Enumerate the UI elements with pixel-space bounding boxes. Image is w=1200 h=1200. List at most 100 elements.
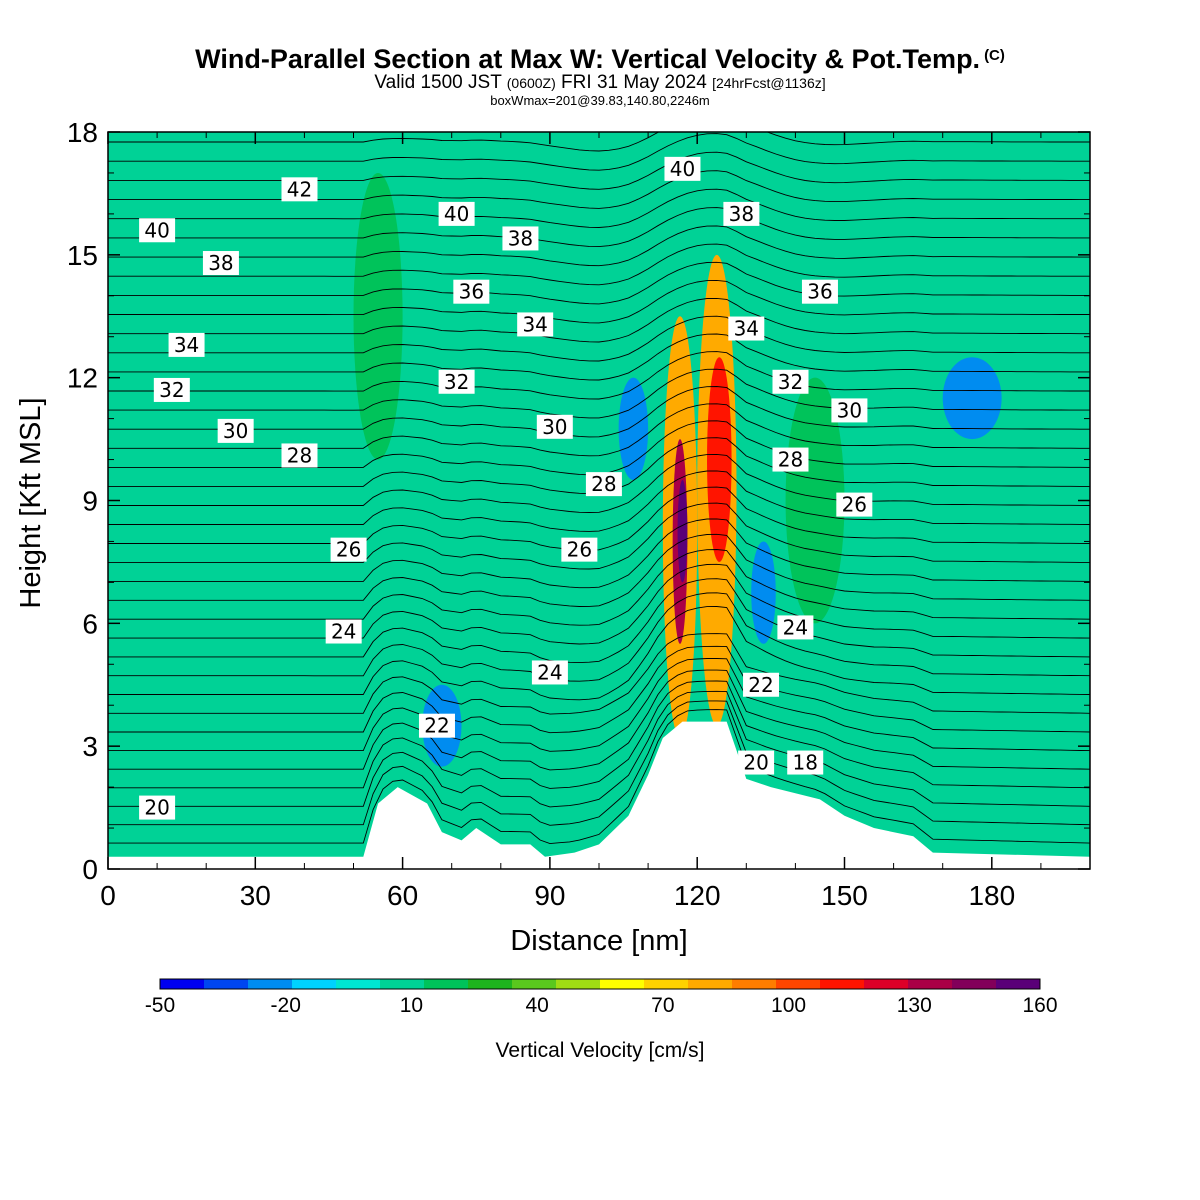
theta-contour-6 (108, 645, 1090, 734)
svg-text:20: 20 (144, 796, 169, 820)
colorbar-swatch-18 (952, 979, 997, 989)
x-axis-title: Distance [nm] (510, 925, 687, 957)
theta-contour-28 (108, 279, 1090, 324)
theta-contour-21 (108, 403, 1090, 457)
colorbar: -50 -20 10 40 70 100 130 160 (145, 978, 1058, 1017)
theta-label-13: 32 (438, 369, 475, 394)
colorbar-label-4: 70 (651, 994, 674, 1017)
theta-label-25: 24 (531, 660, 568, 685)
x-tick-label-6: 180 (968, 880, 1015, 911)
theta-contour-11 (108, 563, 1090, 645)
theta-contour-4 (108, 669, 1090, 771)
theta-label-23: 26 (836, 492, 873, 517)
theta-contour-34 (108, 170, 1090, 209)
theta-label-14: 32 (772, 369, 809, 394)
w-cell-6 (751, 541, 776, 644)
theta-label-17: 30 (831, 398, 868, 423)
theta-contour-16 (108, 486, 1090, 551)
svg-text:34: 34 (174, 333, 199, 357)
theta-label-1: 40 (139, 218, 176, 243)
svg-text:28: 28 (591, 472, 616, 496)
theta-contour-10 (108, 578, 1090, 664)
theta-label-6: 38 (723, 201, 760, 226)
theta-label-18: 28 (281, 443, 318, 468)
svg-text:30: 30 (223, 419, 248, 443)
theta-contour-31 (108, 225, 1090, 267)
theta-contour-18 (108, 453, 1090, 513)
colorbar-label-2: 10 (400, 994, 423, 1017)
colorbar-title: Vertical Velocity [cm/s] (496, 1039, 705, 1062)
y-tick-label-0: 0 (82, 854, 98, 885)
svg-text:22: 22 (748, 673, 773, 697)
theta-label-30: 20 (738, 750, 775, 775)
w-cell-4 (707, 357, 732, 562)
colorbar-swatch-19 (996, 979, 1041, 989)
colorbar-swatch-9 (556, 979, 601, 989)
theta-contour-12 (108, 549, 1090, 626)
theta-contour-22 (108, 386, 1090, 438)
terrain-profile (108, 721, 1090, 869)
theta-contour-17 (108, 470, 1090, 532)
x-tick-label-2: 60 (387, 880, 418, 911)
colorbar-label-0: -50 (145, 994, 175, 1017)
svg-text:36: 36 (459, 280, 484, 304)
y-tick-label-5: 15 (67, 240, 98, 271)
theta-contour-14 (108, 518, 1090, 589)
w-cell-2 (677, 480, 688, 583)
subtitle-zulu: (0600Z) (506, 75, 556, 91)
y-tick-label-6: 18 (67, 117, 98, 148)
subtitle-fcst: [24hrFcst@1136z] (712, 75, 826, 91)
svg-text:32: 32 (159, 378, 184, 402)
x-tick-label-4: 120 (674, 880, 721, 911)
svg-text:26: 26 (567, 538, 592, 562)
theta-contour-30 (108, 243, 1090, 286)
colorbar-swatch-11 (644, 979, 689, 989)
w-cell-5 (618, 377, 649, 481)
theta-labels: 42 40 40 40 38 38 38 36 36 34 34 34 32 32 32 30 30 30 28 28… (139, 156, 873, 820)
colorbar-swatch-7 (468, 979, 513, 989)
theta-contour-15 (108, 502, 1090, 570)
svg-text:32: 32 (778, 370, 803, 394)
theta-contour-26 (108, 315, 1090, 362)
svg-text:32: 32 (444, 370, 469, 394)
colorbar-swatch-13 (732, 979, 777, 989)
theta-label-16: 30 (536, 414, 573, 439)
colorbar-swatch-2 (248, 979, 293, 989)
theta-label-8: 36 (801, 279, 838, 304)
theta-contour-7 (108, 633, 1090, 715)
x-tick-label-0: 0 (100, 880, 116, 911)
title-mark: (C) (984, 47, 1005, 64)
colorbar-label-1: -20 (271, 994, 301, 1017)
chart-subtitle-box: boxWmax=201@39.83,140.80,2246m (490, 93, 710, 108)
theta-label-31: 18 (787, 750, 824, 775)
theta-label-27: 22 (418, 713, 455, 738)
x-tick-label-5: 150 (821, 880, 868, 911)
theta-label-20: 28 (772, 447, 809, 472)
theta-label-26: 24 (777, 615, 814, 640)
colorbar-swatch-12 (688, 979, 733, 989)
theta-label-19: 28 (585, 472, 622, 497)
colorbar-swatch-5 (380, 979, 425, 989)
svg-text:24: 24 (537, 660, 562, 684)
theta-contour-13 (108, 533, 1090, 607)
svg-text:38: 38 (508, 226, 533, 250)
theta-contour-25 (108, 333, 1090, 381)
theta-contour-2 (108, 690, 1090, 808)
vertical-velocity-field (108, 132, 1090, 869)
theta-label-22: 26 (561, 537, 598, 562)
theta-label-29: 20 (139, 795, 176, 820)
x-tick-label-1: 30 (240, 880, 271, 911)
colorbar-swatch-0 (160, 979, 205, 989)
svg-text:30: 30 (542, 415, 567, 439)
theta-label-28: 22 (743, 672, 780, 697)
theta-contour-8 (108, 606, 1090, 701)
svg-text:38: 38 (729, 202, 754, 226)
colorbar-swatch-10 (600, 979, 645, 989)
svg-text:28: 28 (287, 443, 312, 467)
svg-text:38: 38 (208, 251, 233, 275)
theta-contour-5 (108, 658, 1090, 752)
w-cell-9 (353, 172, 403, 460)
svg-text:18: 18 (792, 751, 817, 775)
colorbar-swatch-17 (908, 979, 953, 989)
